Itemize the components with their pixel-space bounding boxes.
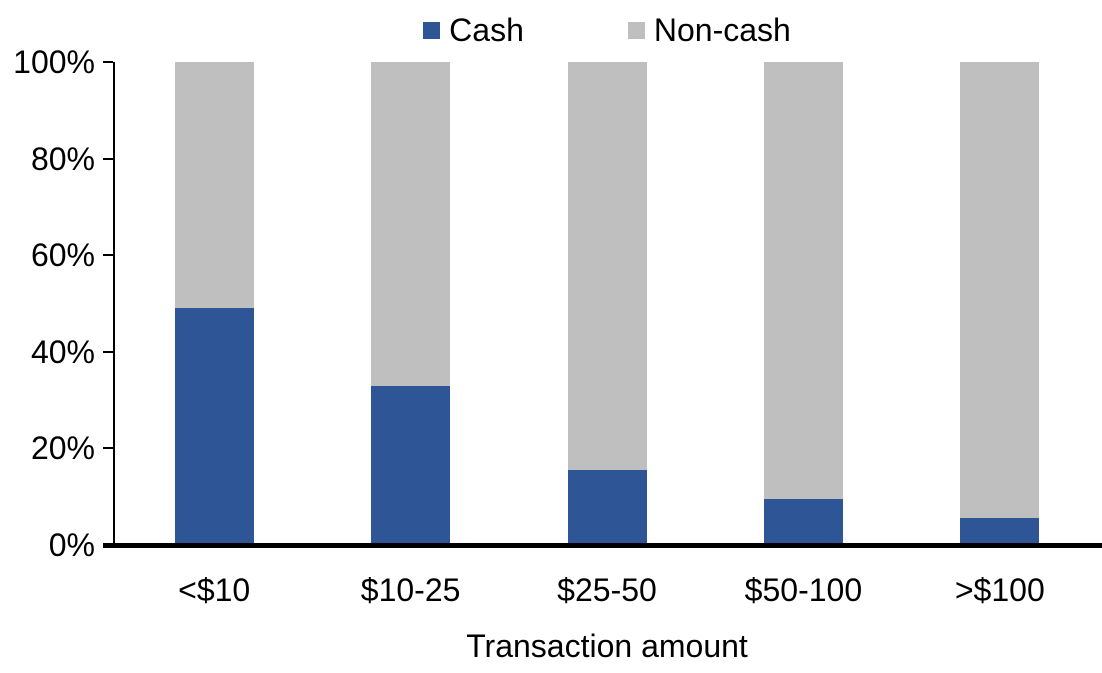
bar-segment-cash	[371, 385, 451, 545]
x-axis-label: $50-100	[744, 572, 863, 608]
legend-label-non-cash: Non-cash	[653, 12, 791, 48]
y-axis-tick	[103, 447, 113, 450]
legend-item-cash: Cash	[423, 14, 524, 46]
y-axis-label: 40%	[30, 333, 95, 370]
bar-segment-non-cash	[174, 62, 254, 309]
legend-swatch-cash	[423, 21, 441, 39]
y-axis-tick	[103, 350, 113, 353]
y-axis-tick	[103, 157, 113, 160]
bar-segment-cash	[960, 518, 1040, 545]
legend-item-non-cash: Non-cash	[627, 12, 791, 48]
bar-segment-cash	[763, 499, 843, 545]
legend-label-cash: Cash	[449, 12, 524, 48]
y-axis-label: 100%	[13, 44, 95, 80]
bar-$50-100	[763, 62, 843, 545]
bar->$100	[960, 62, 1040, 545]
x-axis-label: >$100	[954, 572, 1045, 608]
x-axis-title: Transaction amount	[466, 628, 748, 664]
bar-segment-non-cash	[960, 62, 1040, 519]
y-axis-tick	[103, 61, 113, 63]
y-axis-label: 20%	[30, 430, 95, 467]
chart-legend: Cash Non-cash	[116, 8, 1098, 52]
y-axis-line	[113, 62, 115, 545]
y-axis-label: 0%	[48, 527, 95, 563]
x-axis-line	[103, 543, 1102, 548]
x-axis-label: <$10	[178, 572, 251, 608]
x-axis-label: $10-25	[360, 572, 461, 608]
y-axis-label: 80%	[30, 140, 95, 177]
bar-<$10	[174, 62, 254, 545]
bar-segment-non-cash	[567, 62, 647, 471]
bar-$25-50	[567, 62, 647, 545]
y-axis-label: 60%	[30, 237, 95, 274]
bar-segment-cash	[174, 308, 254, 545]
x-axis-label: $25-50	[557, 572, 657, 608]
bar-segment-cash	[567, 470, 647, 545]
bar-$10-25	[371, 62, 451, 545]
bar-segment-non-cash	[371, 62, 451, 386]
y-axis-tick	[103, 254, 113, 257]
bar-segment-non-cash	[763, 62, 843, 500]
legend-swatch-non-cash	[627, 21, 645, 39]
